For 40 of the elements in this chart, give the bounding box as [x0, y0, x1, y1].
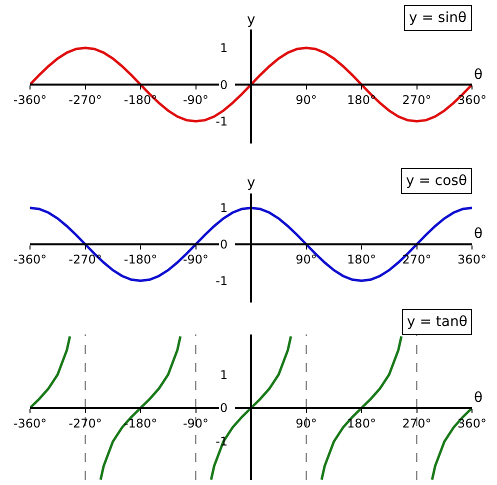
y-tick-label: -1	[216, 114, 228, 128]
x-tick-label: 90°	[296, 252, 317, 267]
x-tick-label: 270°	[402, 252, 432, 267]
x-tick-label: -180°	[124, 416, 158, 430]
y-tick-label: 0	[220, 238, 228, 252]
x-axis-title: θ	[474, 390, 483, 406]
y-tick-label: 0	[220, 401, 228, 416]
x-tick-label: 180°	[347, 92, 376, 107]
x-tick-label: -90°	[182, 92, 209, 107]
x-tick-label: 270°	[402, 92, 432, 107]
x-tick-label: -360°	[13, 92, 47, 107]
y-tick-label: 1	[220, 201, 228, 216]
x-tick-label: 180°	[347, 252, 376, 267]
y-tick-label: 1	[220, 41, 228, 56]
x-axis-title: θ	[474, 67, 483, 83]
y-axis-title: y	[247, 175, 256, 191]
y-tick-label: 1	[220, 368, 228, 382]
x-tick-label: -90°	[182, 252, 209, 267]
x-tick-label: 270°	[402, 416, 432, 430]
x-tick-label: 90°	[296, 416, 317, 430]
x-tick-label: -90°	[182, 416, 209, 430]
x-tick-label: 90°	[296, 92, 317, 107]
chart-title: y = sinθ	[409, 10, 467, 26]
x-tick-label: -180°	[124, 252, 158, 267]
x-tick-label: 180°	[347, 416, 376, 430]
chart-title: y = cosθ	[406, 173, 468, 189]
x-tick-label: 360°	[458, 416, 486, 430]
x-tick-label: -360°	[13, 252, 47, 267]
x-tick-label: 360°	[458, 92, 486, 107]
x-tick-label: -270°	[68, 252, 102, 267]
x-tick-label: 360°	[458, 252, 486, 267]
y-tick-label: -1	[216, 274, 228, 288]
x-tick-label: -180°	[124, 92, 158, 107]
chart-title: y = tanθ	[407, 314, 468, 330]
x-tick-label: -270°	[68, 92, 102, 107]
x-tick-label: -360°	[13, 416, 47, 430]
x-tick-label: -270°	[68, 416, 102, 430]
y-tick-label: 0	[220, 78, 228, 92]
x-axis-title: θ	[474, 226, 483, 242]
y-axis-title: y	[247, 12, 256, 28]
